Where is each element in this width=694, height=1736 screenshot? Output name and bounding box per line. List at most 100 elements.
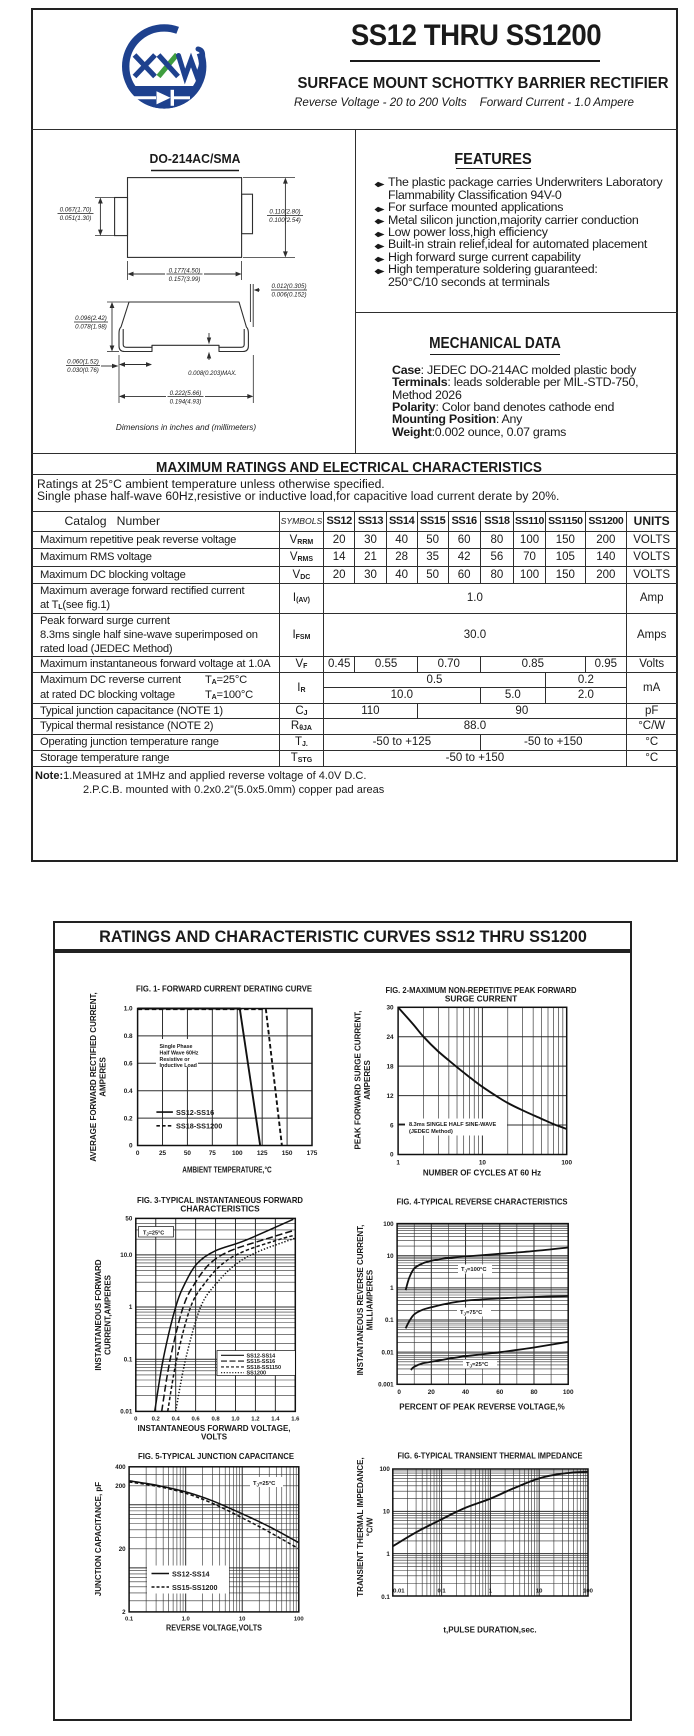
svg-text:12: 12 [386,1093,394,1100]
svg-text:CURRENT,AMPERES: CURRENT,AMPERES [104,1274,113,1355]
svg-text:1: 1 [396,1160,400,1167]
svg-text:0.060(1.52): 0.060(1.52) [67,359,99,366]
svg-text:1.6: 1.6 [291,1416,300,1422]
svg-text:8.3ms SINGLE HALF SINE-WAVE: 8.3ms SINGLE HALF SINE-WAVE [409,1122,497,1128]
svg-text:SS18-SS1200: SS18-SS1200 [176,1122,222,1131]
svg-text:(JEDEC Method): (JEDEC Method) [409,1129,453,1135]
svg-text:TJ=100°C: TJ=100°C [461,1267,487,1273]
svg-text:0.6: 0.6 [124,1061,133,1068]
svg-text:100: 100 [383,1221,394,1228]
svg-text:1: 1 [129,1304,133,1311]
svg-text:6: 6 [390,1122,394,1129]
svg-text:0.006(0.152): 0.006(0.152) [271,292,306,299]
svg-text:175: 175 [307,1150,318,1157]
svg-text:0.222(5.66): 0.222(5.66) [170,390,202,397]
svg-text:40: 40 [462,1389,470,1396]
svg-text:REVERSE VOLTAGE,VOLTS: REVERSE VOLTAGE,VOLTS [166,1624,263,1633]
svg-text:50: 50 [125,1216,132,1223]
svg-text:Resistive or: Resistive or [160,1057,190,1063]
svg-text:Single Phase: Single Phase [160,1044,193,1050]
svg-text:FIG. 2-MAXIMUM NON-REPETITIVE: FIG. 2-MAXIMUM NON-REPETITIVE PEAK FORWA… [386,985,577,995]
svg-text:0.1: 0.1 [125,1616,134,1622]
svg-text:TJ=25°C: TJ=25°C [143,1230,164,1236]
svg-text:1: 1 [489,1589,493,1595]
svg-text:0.096(2.42): 0.096(2.42) [75,315,107,322]
svg-text:SS1200: SS1200 [247,1371,267,1377]
svg-text:1.0: 1.0 [124,1006,133,1013]
svg-text:SS12-SS14: SS12-SS14 [247,1353,277,1359]
svg-text:100: 100 [563,1389,574,1396]
svg-text:0.001: 0.001 [378,1382,394,1389]
svg-text:125: 125 [257,1150,268,1157]
svg-text:100: 100 [294,1616,305,1622]
svg-text:NUMBER OF CYCLES AT 60 Hz: NUMBER OF CYCLES AT 60 Hz [423,1169,541,1178]
svg-text:50: 50 [184,1150,192,1157]
svg-text:FIG. 4-TYPICAL REVERSE CHARACT: FIG. 4-TYPICAL REVERSE CHARACTERISTICS [397,1196,568,1206]
svg-text:0.2: 0.2 [124,1115,133,1122]
svg-text:PERCENT OF PEAK REVERSE VOLTAG: PERCENT OF PEAK REVERSE VOLTAGE,% [399,1403,565,1412]
svg-text:10: 10 [239,1616,246,1622]
svg-text:0: 0 [136,1150,140,1157]
svg-text:SS12-SS14: SS12-SS14 [172,1570,210,1579]
svg-text:18: 18 [386,1063,394,1070]
svg-text:AMPERES: AMPERES [99,1057,108,1097]
svg-text:PEAK FORWARD SURGE CURRENT,: PEAK FORWARD SURGE CURRENT, [354,1011,363,1150]
svg-text:AMPERES: AMPERES [363,1060,372,1100]
svg-text:Inductive Load: Inductive Load [160,1063,197,1069]
svg-text:0.177(4.50): 0.177(4.50) [169,268,201,275]
svg-text:INSTANTANEOUS FORWARD VOLTAGE,: INSTANTANEOUS FORWARD VOLTAGE, [137,1424,290,1433]
svg-text:FIG. 6-TYPICAL TRANSIENT THERM: FIG. 6-TYPICAL TRANSIENT THERMAL IMPEDAN… [398,1450,583,1460]
svg-text:150: 150 [282,1150,293,1157]
svg-text:100: 100 [232,1150,243,1157]
svg-text:0.051(1.30): 0.051(1.30) [60,215,92,222]
svg-text:0.030(0.76): 0.030(0.76) [67,367,99,374]
svg-text:0.1: 0.1 [437,1589,446,1595]
svg-text:TJ=25°C: TJ=25°C [253,1481,276,1487]
svg-text:1.2: 1.2 [251,1416,260,1422]
svg-text:2: 2 [122,1609,126,1616]
svg-text:SS12-SS16: SS12-SS16 [176,1108,214,1117]
svg-text:Half Wave 60Hz: Half Wave 60Hz [160,1050,199,1056]
svg-text:INSTANTANEOUS REVERSE CURRENT,: INSTANTANEOUS REVERSE CURRENT, [356,1225,365,1376]
svg-text:0.4: 0.4 [172,1416,181,1422]
svg-text:0.110(2.80): 0.110(2.80) [269,209,300,216]
svg-text:10: 10 [383,1509,390,1516]
svg-text:0.4: 0.4 [124,1088,133,1095]
svg-text:0.01: 0.01 [120,1409,133,1416]
svg-text:10.0: 10.0 [120,1252,133,1259]
svg-text:AMBIENT TEMPERATURE,°C: AMBIENT TEMPERATURE,°C [182,1166,272,1175]
svg-text:AVERAGE FORWARD RECTIFIED CURR: AVERAGE FORWARD RECTIFIED CURRENT, [89,992,98,1162]
svg-text:0: 0 [134,1416,138,1422]
svg-text:75: 75 [209,1150,217,1157]
svg-text:0.1: 0.1 [385,1317,394,1324]
svg-text:SS15-SS1200: SS15-SS1200 [172,1583,218,1592]
svg-text:60: 60 [496,1389,504,1396]
svg-text:0.078(1.98): 0.078(1.98) [75,324,107,331]
svg-text:0.067(1.70): 0.067(1.70) [60,207,92,214]
svg-text:0.6: 0.6 [191,1416,200,1422]
svg-text:30: 30 [386,1005,394,1012]
svg-text:1: 1 [386,1551,390,1558]
svg-text:t,PULSE DURATION,sec.: t,PULSE DURATION,sec. [443,1626,536,1635]
svg-text:0.1: 0.1 [381,1594,390,1601]
svg-text:400: 400 [115,1464,126,1471]
svg-text:DO-214AC/SMA: DO-214AC/SMA [150,151,241,166]
svg-text:10: 10 [536,1589,543,1595]
svg-text:100: 100 [379,1466,390,1473]
svg-text:SS15-SS16: SS15-SS16 [247,1359,276,1365]
svg-text:0.01: 0.01 [382,1349,395,1356]
svg-text:0.8: 0.8 [124,1033,133,1040]
svg-text:FIG. 3-TYPICAL INSTANTANEOUS F: FIG. 3-TYPICAL INSTANTANEOUS FORWARD [137,1195,303,1205]
svg-text:0.008(0.203)MAX.: 0.008(0.203)MAX. [188,371,237,377]
svg-text:100: 100 [583,1589,594,1595]
svg-text:10: 10 [479,1160,487,1167]
svg-text:25: 25 [159,1150,167,1157]
svg-text:TJ=75°C: TJ=75°C [460,1310,483,1316]
svg-text:0.012(0.305): 0.012(0.305) [271,283,306,290]
svg-text:0.194(4.93): 0.194(4.93) [170,399,202,406]
svg-text:SS18-SS1150: SS18-SS1150 [247,1365,282,1371]
svg-text:CHARACTERISTICS: CHARACTERISTICS [180,1204,260,1214]
svg-text:Dimensions in inches and (mill: Dimensions in inches and (millimeters) [116,423,256,432]
svg-text:10: 10 [387,1253,394,1260]
svg-text:INSTANTANEOUS FORWARD: INSTANTANEOUS FORWARD [94,1259,103,1370]
